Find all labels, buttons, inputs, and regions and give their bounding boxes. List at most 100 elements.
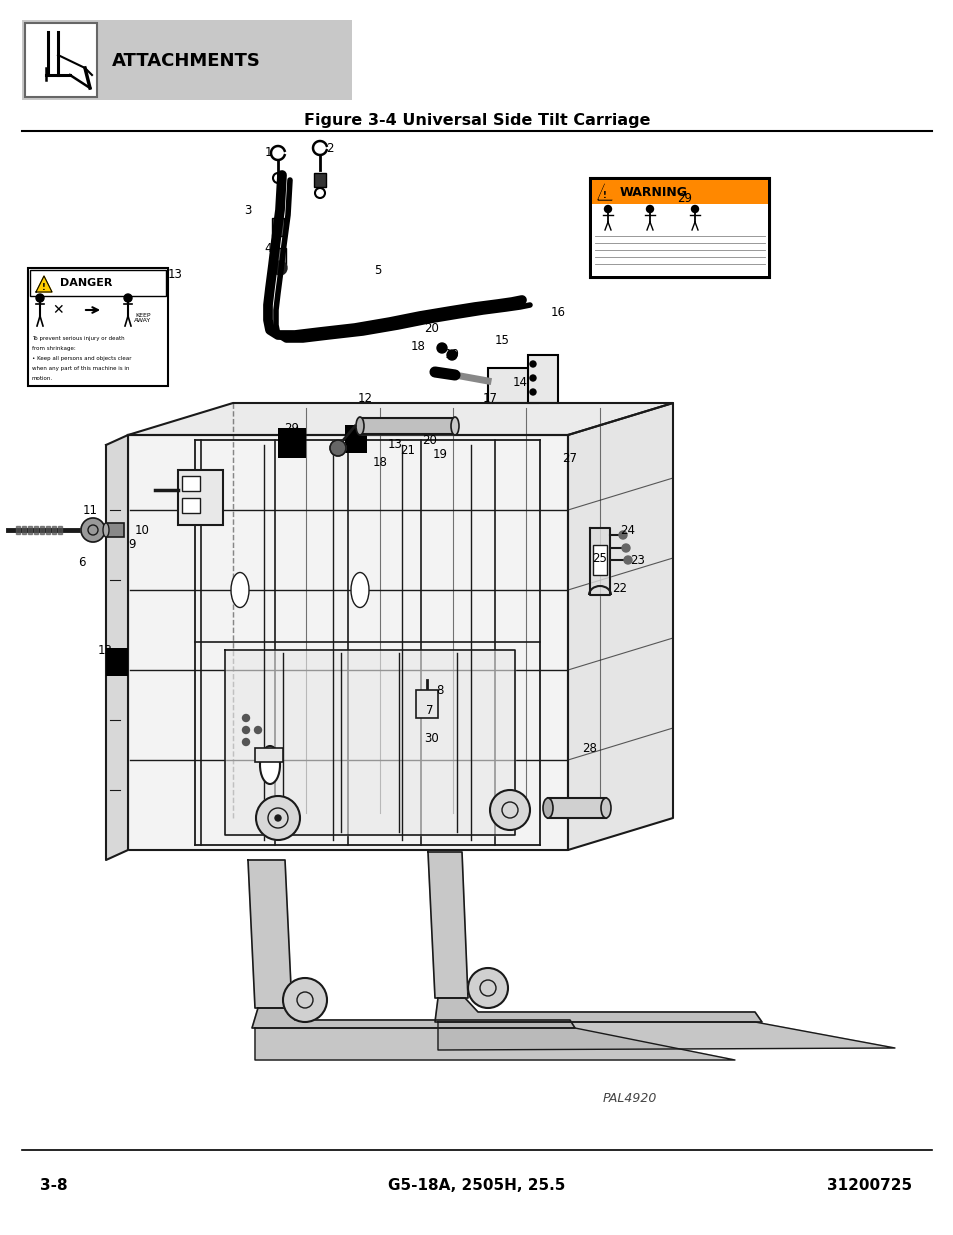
Polygon shape xyxy=(435,998,761,1023)
Text: 19: 19 xyxy=(444,348,459,362)
Text: ✕: ✕ xyxy=(52,303,64,317)
Circle shape xyxy=(646,205,653,212)
Circle shape xyxy=(447,350,456,359)
Text: To prevent serious injury or death: To prevent serious injury or death xyxy=(32,336,125,341)
Text: !: ! xyxy=(602,190,606,200)
Text: 21: 21 xyxy=(400,443,416,457)
Ellipse shape xyxy=(231,573,249,608)
Circle shape xyxy=(274,815,281,821)
Ellipse shape xyxy=(103,522,109,537)
Text: 2: 2 xyxy=(326,142,334,154)
Bar xyxy=(182,475,200,492)
Ellipse shape xyxy=(542,798,553,818)
Bar xyxy=(593,545,606,576)
Circle shape xyxy=(242,715,250,721)
Bar xyxy=(527,354,558,403)
Text: 18: 18 xyxy=(410,340,425,352)
Polygon shape xyxy=(598,183,613,199)
Circle shape xyxy=(242,726,250,734)
Text: 14: 14 xyxy=(512,375,527,389)
Text: 6: 6 xyxy=(78,556,86,568)
Circle shape xyxy=(242,739,250,746)
Bar xyxy=(416,690,437,718)
Circle shape xyxy=(254,726,261,734)
Text: 4: 4 xyxy=(264,242,272,254)
Text: 20: 20 xyxy=(422,433,437,447)
Text: 25: 25 xyxy=(592,552,607,564)
Circle shape xyxy=(530,375,536,382)
Polygon shape xyxy=(567,403,672,850)
Circle shape xyxy=(618,531,626,538)
Bar xyxy=(592,204,767,275)
Text: 30: 30 xyxy=(424,731,439,745)
Text: 28: 28 xyxy=(582,741,597,755)
Bar xyxy=(182,498,200,513)
Circle shape xyxy=(530,361,536,367)
Bar xyxy=(22,20,352,100)
Ellipse shape xyxy=(351,573,369,608)
Bar xyxy=(30,270,166,296)
Text: 13: 13 xyxy=(168,268,182,282)
Polygon shape xyxy=(248,860,292,1008)
Circle shape xyxy=(621,543,629,552)
Text: 15: 15 xyxy=(494,333,509,347)
Text: 31200725: 31200725 xyxy=(826,1177,911,1193)
Bar xyxy=(178,471,223,525)
Polygon shape xyxy=(28,526,32,534)
Text: 27: 27 xyxy=(562,452,577,464)
Text: 22: 22 xyxy=(612,582,627,594)
Bar xyxy=(254,748,283,762)
Circle shape xyxy=(283,978,327,1023)
Text: 19: 19 xyxy=(432,448,447,462)
Bar xyxy=(272,219,284,236)
Text: DANGER: DANGER xyxy=(60,278,112,288)
Polygon shape xyxy=(34,526,38,534)
Bar xyxy=(488,368,537,403)
Polygon shape xyxy=(52,526,56,534)
Text: 11: 11 xyxy=(82,504,97,516)
Circle shape xyxy=(604,205,611,212)
Text: 20: 20 xyxy=(424,321,439,335)
Text: 24: 24 xyxy=(619,524,635,536)
Polygon shape xyxy=(106,435,128,860)
Bar xyxy=(547,798,605,818)
Text: 16: 16 xyxy=(550,305,565,319)
Text: 10: 10 xyxy=(134,524,150,536)
Text: 5: 5 xyxy=(374,263,381,277)
Polygon shape xyxy=(46,526,50,534)
Text: • Keep all persons and objects clear: • Keep all persons and objects clear xyxy=(32,356,132,361)
Polygon shape xyxy=(22,526,26,534)
Polygon shape xyxy=(428,852,468,998)
Ellipse shape xyxy=(451,417,458,435)
Text: 12: 12 xyxy=(357,391,372,405)
Polygon shape xyxy=(58,526,62,534)
Circle shape xyxy=(436,343,447,353)
Text: G5-18A, 2505H, 25.5: G5-18A, 2505H, 25.5 xyxy=(388,1177,565,1193)
Polygon shape xyxy=(16,526,20,534)
Ellipse shape xyxy=(355,417,364,435)
Bar xyxy=(589,178,769,278)
Polygon shape xyxy=(225,650,515,835)
Text: 29: 29 xyxy=(284,421,299,435)
Polygon shape xyxy=(40,526,44,534)
Text: PAL4920: PAL4920 xyxy=(602,1092,657,1104)
Text: 7: 7 xyxy=(426,704,434,716)
Circle shape xyxy=(691,205,698,212)
Text: 3-8: 3-8 xyxy=(40,1177,68,1193)
Text: ATTACHMENTS: ATTACHMENTS xyxy=(112,52,260,70)
Circle shape xyxy=(36,294,44,303)
Text: motion.: motion. xyxy=(32,375,53,382)
Circle shape xyxy=(273,261,287,275)
Bar xyxy=(106,522,124,537)
Polygon shape xyxy=(36,275,52,291)
Polygon shape xyxy=(128,403,672,435)
Circle shape xyxy=(124,294,132,303)
Bar xyxy=(345,425,367,453)
Circle shape xyxy=(255,797,299,840)
Circle shape xyxy=(81,517,105,542)
Text: Figure 3-4 Universal Side Tilt Carriage: Figure 3-4 Universal Side Tilt Carriage xyxy=(303,112,650,127)
Text: 8: 8 xyxy=(436,683,443,697)
Bar xyxy=(314,173,326,186)
Text: 9: 9 xyxy=(128,538,135,552)
Polygon shape xyxy=(437,1023,894,1050)
